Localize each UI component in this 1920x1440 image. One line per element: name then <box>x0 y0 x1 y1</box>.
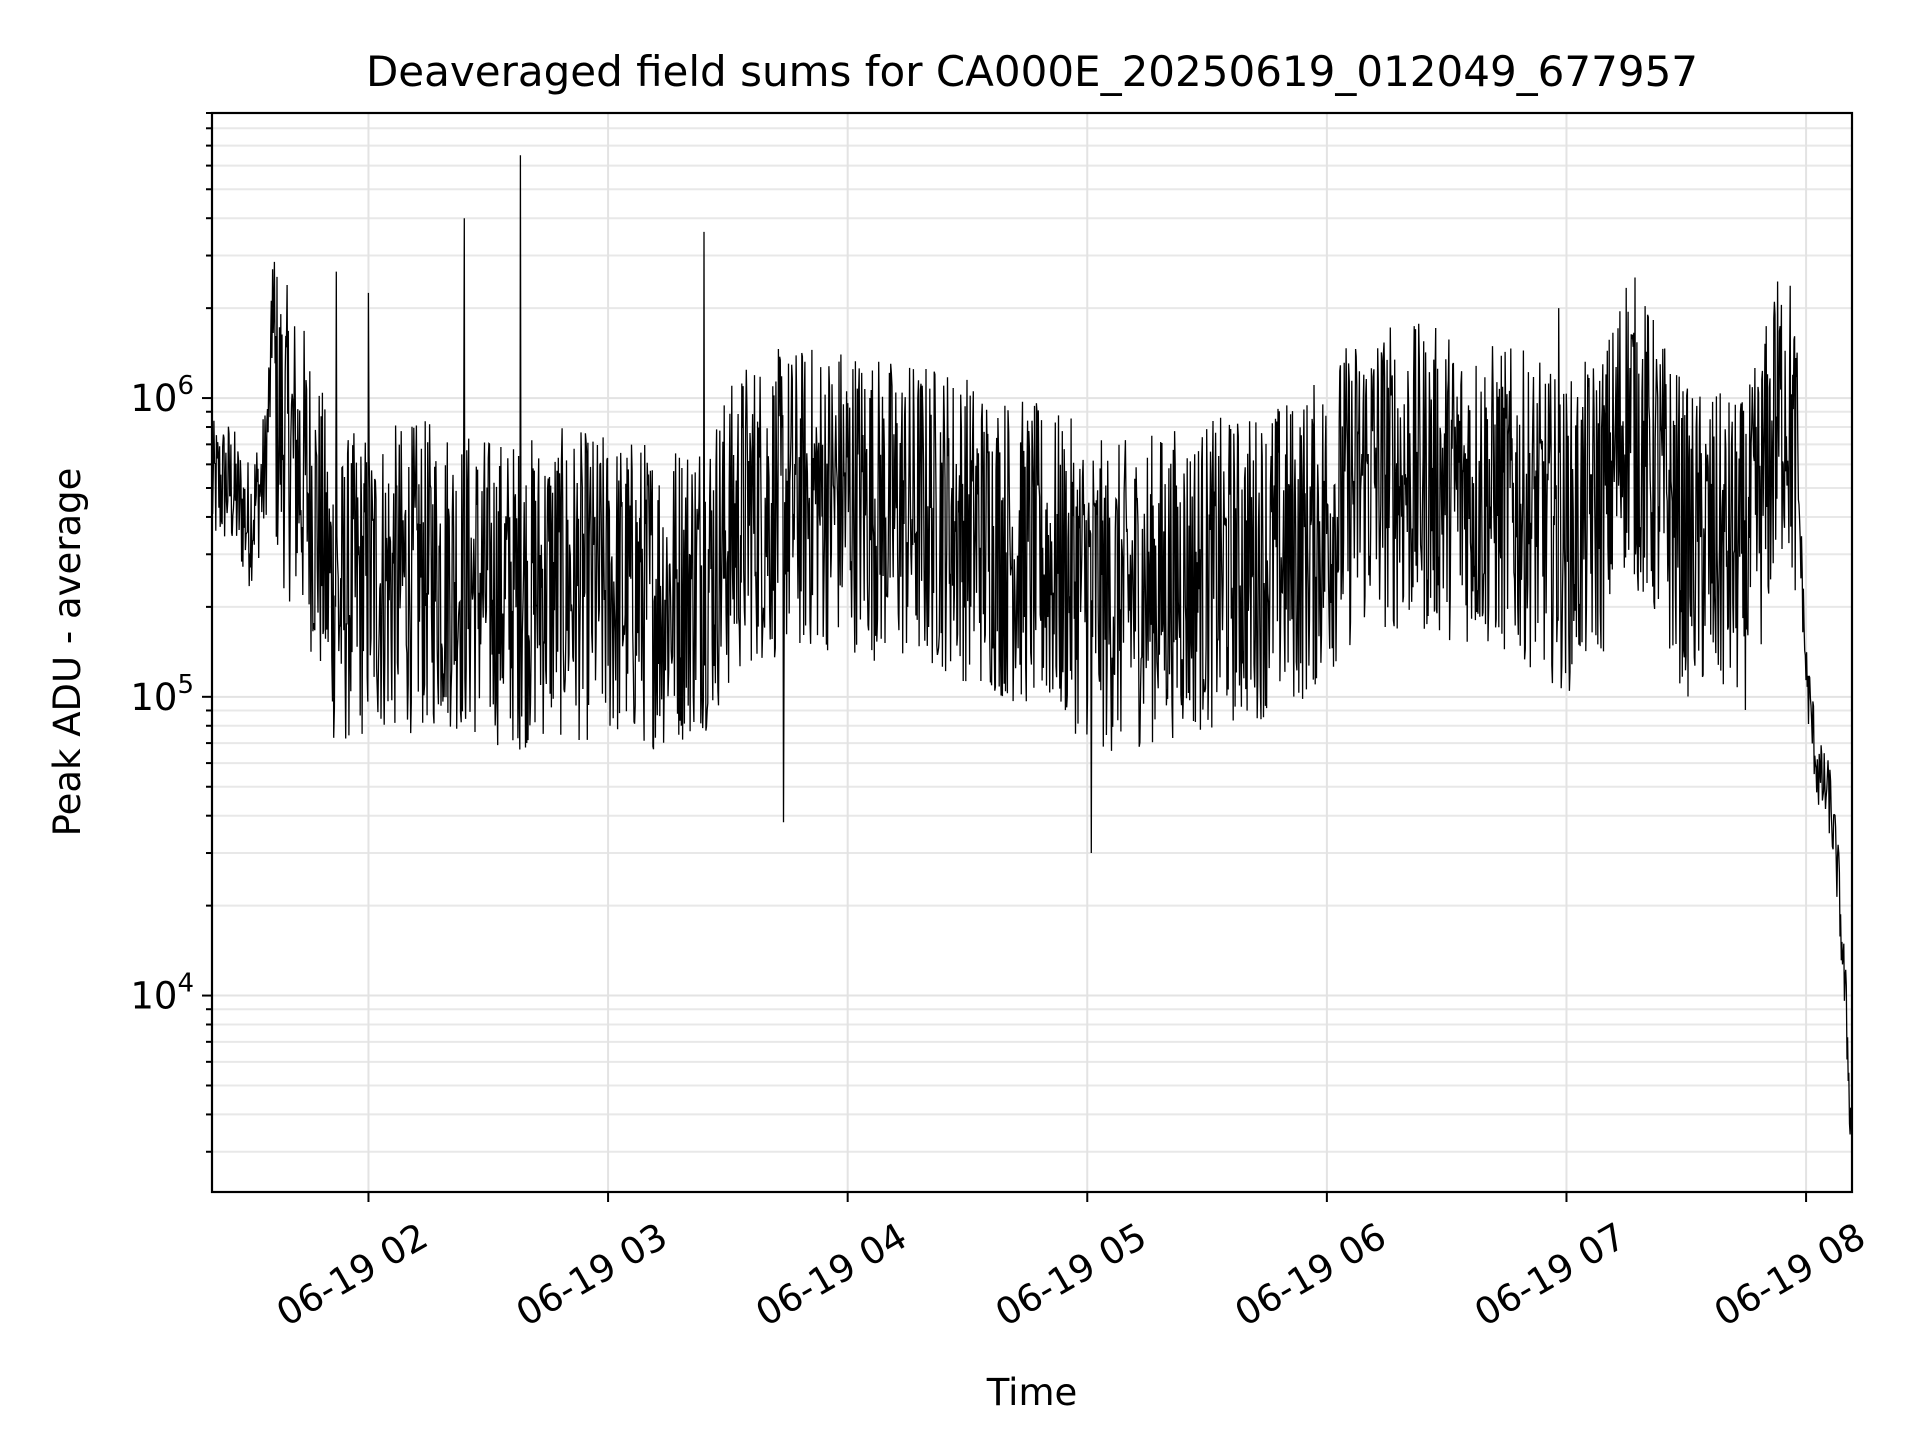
y-axis-label: Peak ADU - average <box>46 468 89 837</box>
y-tick-label: 104 <box>130 969 194 1018</box>
x-tick-label: 06-19 04 <box>749 1215 915 1335</box>
plot-frame <box>210 111 1854 1194</box>
x-tick-label: 06-19 02 <box>269 1215 435 1335</box>
grid <box>212 112 1852 1192</box>
y-tick-label: 106 <box>130 371 194 420</box>
chart-title: Deaveraged field sums for CA000E_2025061… <box>366 47 1698 96</box>
x-tick-label: 06-19 07 <box>1467 1215 1633 1335</box>
series-layer <box>211 155 1853 1152</box>
x-tick-label: 06-19 05 <box>988 1215 1154 1335</box>
series-line <box>211 155 1853 1152</box>
x-tick-label: 06-19 06 <box>1228 1215 1394 1335</box>
x-tick-label: 06-19 08 <box>1707 1215 1873 1335</box>
x-axis-label: Time <box>986 1371 1078 1414</box>
y-tick-label: 105 <box>130 670 194 719</box>
x-tick-label: 06-19 03 <box>509 1215 675 1335</box>
